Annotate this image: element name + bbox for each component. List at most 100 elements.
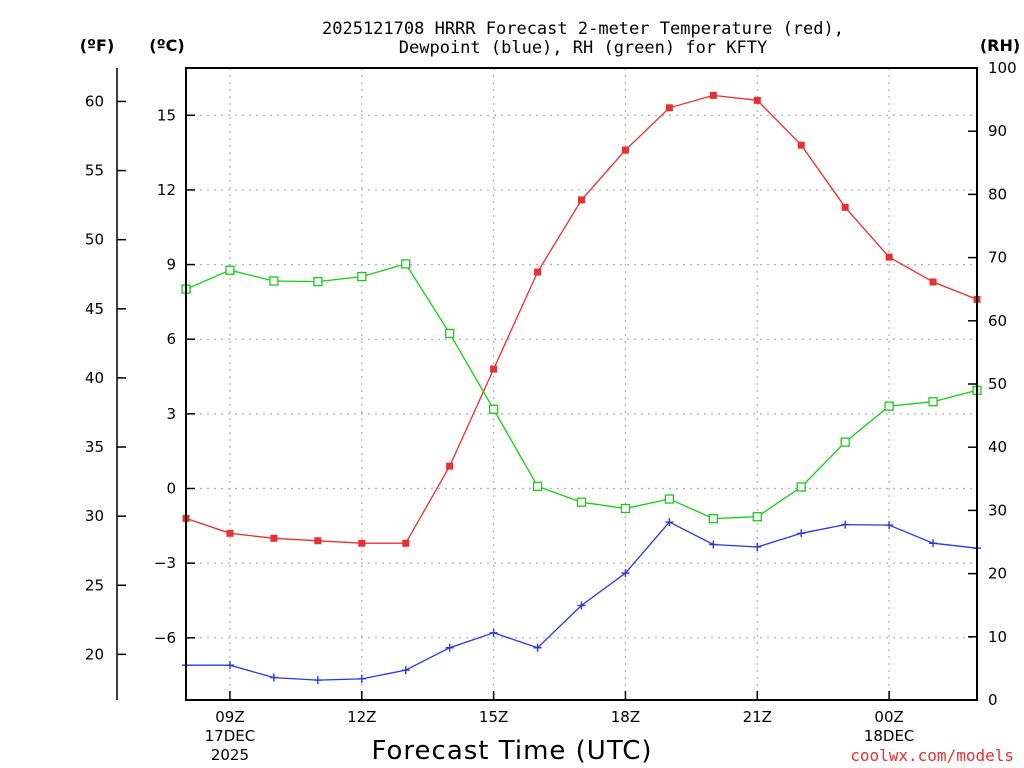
celsius-tick-label: 15 xyxy=(157,106,176,124)
celsius-tick-label: 0 xyxy=(166,480,176,498)
temperature-point xyxy=(929,278,937,286)
dewpoint-point xyxy=(753,542,762,551)
celsius-tick-label: 6 xyxy=(166,330,176,348)
dewpoint-point xyxy=(533,643,542,652)
temperature-point xyxy=(402,539,410,547)
fahrenheit-tick-label: 35 xyxy=(85,438,104,456)
rh-point xyxy=(840,437,850,447)
dewpoint-point xyxy=(841,520,850,529)
rh-tick-label: 100 xyxy=(988,59,1017,77)
fahrenheit-tick-label: 50 xyxy=(85,231,104,249)
grid-lines xyxy=(186,68,977,700)
rh-tick-label: 80 xyxy=(988,185,1007,203)
rh-tick-label: 0 xyxy=(988,691,998,709)
rh-point xyxy=(401,259,411,269)
celsius-tick-label: −6 xyxy=(154,629,176,647)
rh-point xyxy=(269,276,279,286)
rh-tick-label: 10 xyxy=(988,628,1007,646)
temperature-point xyxy=(841,203,849,211)
temperature-point xyxy=(578,196,585,204)
rh-point xyxy=(708,513,718,524)
rh-point xyxy=(928,397,938,407)
dewpoint-point xyxy=(225,661,234,670)
dewpoint-point xyxy=(797,529,806,538)
rh-point xyxy=(488,404,499,414)
x-date-label: 18DEC xyxy=(864,727,915,745)
dewpoint-point xyxy=(401,666,410,675)
temperature-line xyxy=(185,94,978,544)
x-tick-label: 09Z xyxy=(215,708,244,726)
dewpoint-point xyxy=(313,676,322,685)
temperature-point xyxy=(709,91,717,99)
dewpoint-point xyxy=(621,569,630,578)
temperature-point xyxy=(885,253,893,261)
rh-unit-label: (RH) xyxy=(980,36,1020,55)
x-axis-title: Forecast Time (UTC) xyxy=(371,736,652,766)
rh-point xyxy=(357,271,367,282)
fahrenheit-tick-label: 45 xyxy=(85,300,104,318)
rh-tick-label: 20 xyxy=(988,565,1007,583)
x-tick-label: 21Z xyxy=(743,708,772,726)
x-tick-label: 18Z xyxy=(611,708,640,726)
fahrenheit-tick-label: 55 xyxy=(85,162,104,180)
rh-point xyxy=(445,328,455,339)
dewpoint-point xyxy=(885,521,894,530)
dewpoint-point xyxy=(269,673,278,682)
chart-title-line1: 2025121708 HRRR Forecast 2-meter Tempera… xyxy=(322,19,844,39)
dewpoint-point xyxy=(489,628,498,637)
temperature-point xyxy=(270,534,278,542)
rh-point xyxy=(313,276,323,287)
rh-point xyxy=(225,265,235,275)
rh-point xyxy=(620,503,631,514)
rh-tick-label: 40 xyxy=(988,438,1007,456)
temperature-point xyxy=(797,141,805,149)
dewpoint-line xyxy=(186,521,978,681)
celsius-tick-label: 12 xyxy=(157,181,176,199)
celsius-unit-label: (ºC) xyxy=(149,36,184,55)
series-layer xyxy=(181,91,982,685)
fahrenheit-tick-label: 25 xyxy=(85,576,104,594)
credit-text: coolwx.com/models xyxy=(850,746,1014,765)
dewpoint-point xyxy=(577,601,586,610)
x-tick-label: 00Z xyxy=(874,708,903,726)
dewpoint-point xyxy=(709,540,718,549)
fahrenheit-tick-label: 30 xyxy=(85,507,104,525)
temperature-point xyxy=(446,462,454,470)
dewpoint-point xyxy=(357,674,366,683)
fahrenheit-unit-label: (ºF) xyxy=(80,36,115,55)
chart-title-line2: Dewpoint (blue), RH (green) for KFTY xyxy=(399,38,767,58)
dewpoint-point xyxy=(665,518,674,527)
dewpoint-point xyxy=(929,539,938,548)
rh-tick-label: 90 xyxy=(988,122,1007,140)
axes: −6−3036912152025303540455055600102030405… xyxy=(85,59,1017,764)
x-tick-label: 15Z xyxy=(479,708,508,726)
fahrenheit-tick-label: 40 xyxy=(85,369,104,387)
rh-point xyxy=(752,512,762,522)
temperature-point xyxy=(226,529,234,537)
rh-point xyxy=(576,497,587,507)
rh-tick-label: 70 xyxy=(988,249,1007,267)
temperature-point xyxy=(621,146,629,154)
temperature-point xyxy=(753,96,761,104)
x-tick-label: 12Z xyxy=(347,708,376,726)
temperature-point xyxy=(534,268,542,276)
fahrenheit-tick-label: 20 xyxy=(85,645,104,663)
temperature-point xyxy=(490,365,498,373)
rh-line xyxy=(185,263,978,520)
dewpoint-point xyxy=(445,643,454,652)
celsius-tick-label: 3 xyxy=(166,405,176,423)
temperature-point xyxy=(358,539,366,547)
rh-point xyxy=(532,481,543,492)
temperature-point xyxy=(665,104,673,112)
rh-point xyxy=(796,482,806,492)
fahrenheit-tick-label: 60 xyxy=(85,92,104,110)
celsius-tick-label: 9 xyxy=(166,256,176,274)
rh-tick-label: 30 xyxy=(988,501,1007,519)
rh-point xyxy=(884,401,894,411)
celsius-tick-label: −3 xyxy=(154,554,176,572)
temperature-point xyxy=(314,537,322,545)
rh-tick-label: 50 xyxy=(988,375,1007,393)
x-year-label: 2025 xyxy=(211,746,249,764)
rh-tick-label: 60 xyxy=(988,312,1007,330)
